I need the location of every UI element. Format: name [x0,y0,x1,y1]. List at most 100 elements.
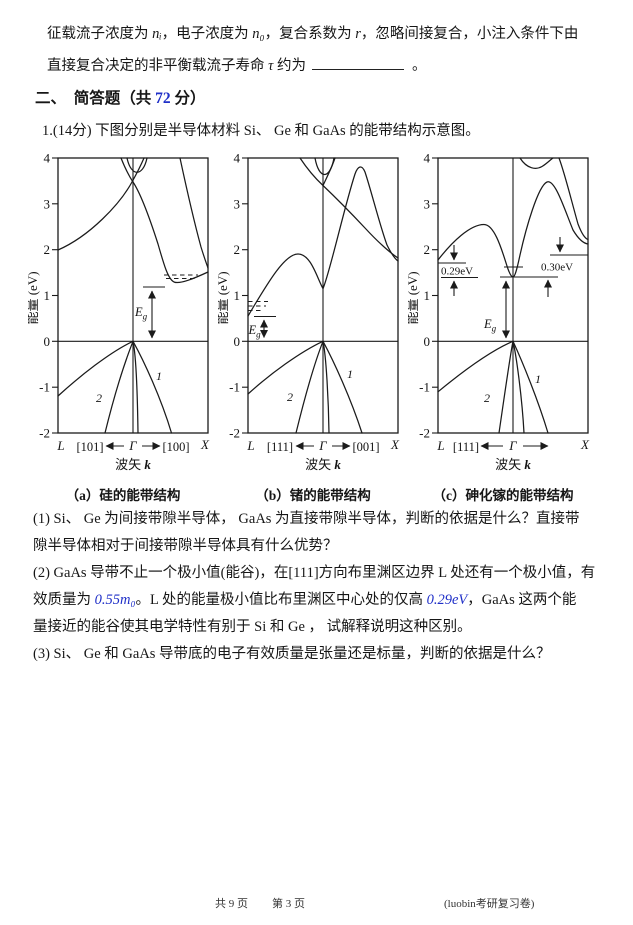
intro-line-1: 征载流子浓度为 nᵢ，电子浓度为 n₀，复合系数为 r，忽略间接复合，小注入条件… [47,26,579,42]
label-L: L [246,438,254,453]
energy-offset-value: 0.29eV [426,592,468,608]
svg-text:0: 0 [234,334,241,349]
label-X: X [200,437,210,452]
svg-text:4: 4 [424,151,431,166]
y-axis-title: 能量 (eV) [408,271,420,324]
q1-sub2-line2: 效质量为 0.55m₀。L 处的能量极小值比布里渊区中心处的仅高 0.29eV，… [33,592,577,608]
label-X: X [580,437,590,452]
svg-text:-2: -2 [419,426,430,441]
figure-si: 能量 (eV) 4 3 2 1 0 -1 -2 [28,148,218,504]
conduction-bands [57,157,209,284]
x-valley-offset-label: 0.30eV [541,262,573,274]
wavevector-label: 波矢 k [495,457,531,472]
label-dir-right: [100] [162,440,189,454]
svg-text:3: 3 [234,196,241,211]
intro-text: 征载流子浓度为 [47,26,153,42]
band1-label: 1 [535,372,541,386]
band-structure-chart-gaas: 能量 (eV) 4 3 2 1 0 -1 -2 [408,151,590,473]
q1-sub2-line3: 量接近的能谷使其电学特性有别于 Si 和 Ge ， 试解释说明这种区别。 [33,619,472,635]
svg-text:2: 2 [234,242,241,257]
band1-label: 1 [347,367,353,381]
footer-source: (luobin考研复习卷) [444,898,535,910]
svg-text:1: 1 [424,288,431,303]
svg-text:4: 4 [44,151,51,166]
label-gamma: Γ [318,438,327,453]
svg-text:1: 1 [234,288,241,303]
svg-text:1: 1 [44,288,51,303]
conduction-bands [247,157,399,317]
valence-bands [57,339,173,434]
svg-text:2: 2 [44,242,51,257]
question1-body: (1) Si、 Ge 为间接带隙半导体， GaAs 为直接带隙半导体，判断的依据… [33,506,608,668]
y-axis-title: 能量 (eV) [28,271,40,324]
effective-mass-value: 0.55m₀ [94,592,136,608]
q1-sub1-line1: (1) Si、 Ge 为间接带隙半导体， GaAs 为直接带隙半导体，判断的依据… [33,511,580,527]
valley-level-marks [248,300,276,318]
figure-gaas: 能量 (eV) 4 3 2 1 0 -1 -2 [408,148,598,504]
y-ticks [52,157,58,434]
y-ticks [432,157,438,434]
svg-text:2: 2 [424,242,431,257]
band-structure-chart-ge: 能量 (eV) 4 3 2 1 0 -1 -2 [218,151,400,473]
var-tau: τ [268,58,274,74]
band2-label: 2 [96,391,102,405]
eg-label: Eg [483,317,497,334]
label-L: L [56,438,64,453]
svg-text:0: 0 [424,334,431,349]
svg-text:4: 4 [234,151,241,166]
svg-text:-1: -1 [39,380,50,395]
question1-lead: 1.(14分) 下图分别是半导体材料 Si、 Ge 和 GaAs 的能带结构示意… [42,123,480,139]
q1-sub2-line1: (2) GaAs 导带不止一个极小值(能谷)，在[111]方向布里渊区边界 L … [33,565,596,581]
valley-annotation-arrows [450,237,564,297]
footer-current-page: 第 3 页 [272,898,305,910]
band2-label: 2 [484,391,490,405]
x-axis-labels: L [111] Γ [001] X 波矢 k [246,437,400,472]
label-gamma: Γ [128,438,137,453]
band-figures-row: 能量 (eV) 4 3 2 1 0 -1 -2 [28,148,598,504]
label-dir-right: [001] [352,440,379,454]
label-L: L [436,438,444,453]
eg-label: Eg [248,323,262,340]
valley-level-marks [143,274,198,288]
y-axis-title: 能量 (eV) [218,271,230,324]
caption-si: （a）硅的能带结构 [65,488,181,503]
wavevector-label: 波矢 k [305,457,341,472]
y-tick-labels: 4 3 2 1 0 -1 -2 [229,151,240,441]
footer-total-pages: 共 9 页 [215,898,248,910]
svg-text:-1: -1 [229,380,240,395]
figure-ge: 能量 (eV) 4 3 2 1 0 -1 -2 [218,148,408,504]
var-ni: nᵢ [152,26,162,42]
label-dir-left: [101] [76,440,103,454]
label-dir-left: [111] [267,440,293,454]
valley-level-marks [438,254,588,279]
svg-text:3: 3 [44,196,51,211]
caption-gaas: （c）砷化镓的能带结构 [432,488,574,503]
var-n0: n₀ [252,26,265,42]
q1-sub1-line2: 隙半导体相对于间接带隙半导体具有什么优势？ [33,538,338,554]
section-heading: 二、 简答题（共 72 分） [35,90,206,107]
svg-text:0: 0 [44,334,51,349]
var-r: r [355,26,361,42]
band-structure-chart-si: 能量 (eV) 4 3 2 1 0 -1 -2 [28,151,210,473]
caption-ge: （b）锗的能带结构 [255,488,371,503]
answer-blank [311,55,404,70]
conduction-bands [437,157,589,278]
valence-bands [247,339,363,434]
eg-label: Eg [134,305,148,322]
y-tick-labels: 4 3 2 1 0 -1 -2 [419,151,430,441]
section-score: 72 [155,90,171,107]
band1-label: 1 [156,369,162,383]
svg-text:-2: -2 [39,426,50,441]
label-X: X [390,437,400,452]
x-axis-labels: L [101] Γ [100] X 波矢 k [56,437,210,472]
svg-text:3: 3 [424,196,431,211]
label-dir-left: [111] [453,440,479,454]
valence-bands [437,340,549,434]
y-ticks [242,157,248,434]
label-gamma: Γ [508,438,517,453]
wavevector-label: 波矢 k [115,457,151,472]
band2-label: 2 [287,390,293,404]
intro-line-2: 直接复合决定的非平衡载流子寿命 τ 约为。 [47,54,426,75]
svg-text:-1: -1 [419,380,430,395]
